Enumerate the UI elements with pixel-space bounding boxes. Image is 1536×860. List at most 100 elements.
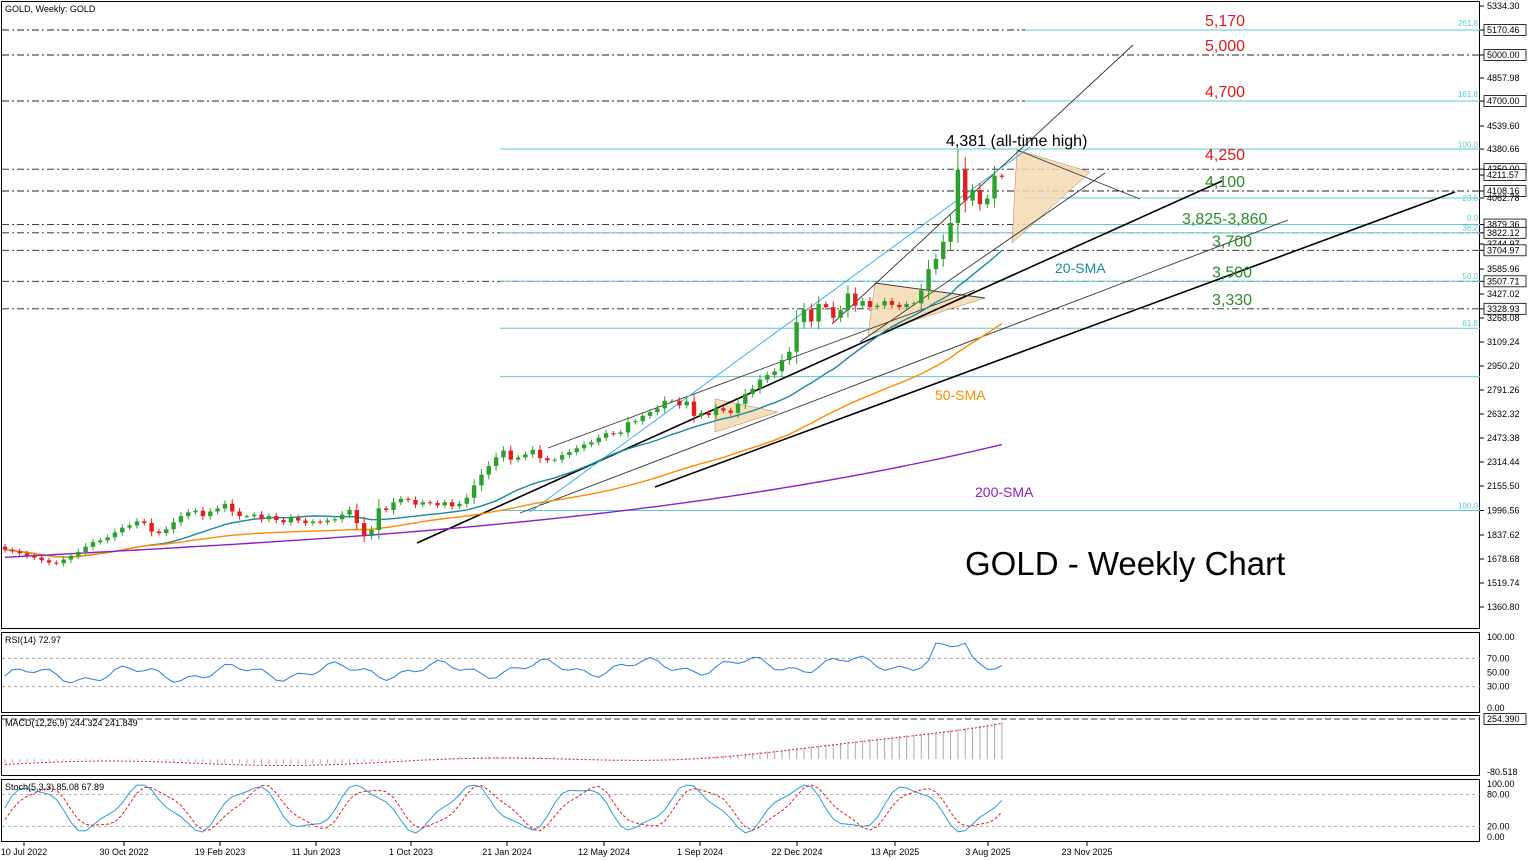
triangle-pattern	[1011, 149, 1091, 244]
fibo-label: 38.2	[1462, 224, 1478, 233]
y-tick-label: 4211.57	[1487, 170, 1519, 180]
candle-body	[303, 520, 308, 524]
candle-body	[838, 310, 843, 318]
candle-body	[985, 198, 990, 205]
x-tick-label: 22 Dec 2024	[771, 847, 822, 857]
candle-body	[765, 375, 770, 380]
x-tick-label: 30 Oct 2022	[99, 847, 148, 857]
candle-body	[2, 546, 8, 550]
candle-body	[244, 516, 250, 518]
y-tick-box	[1483, 226, 1527, 239]
candle-body	[32, 555, 37, 558]
price-pane	[1, 1, 1480, 629]
macd-tick-label: -80.518	[1487, 767, 1518, 777]
candle-body	[486, 465, 491, 475]
candle-body	[449, 502, 455, 507]
x-tick-label: 19 Feb 2023	[195, 847, 246, 857]
candle-body	[296, 517, 301, 521]
candle-body	[332, 519, 338, 521]
candle-body	[911, 303, 917, 305]
candle-body	[501, 450, 506, 458]
macd-tick-label: 254.390	[1487, 714, 1520, 724]
candle-body	[787, 351, 792, 360]
candle-body	[735, 403, 741, 413]
ath-annotation: 4,381 (all-time high)	[946, 133, 1087, 150]
stoch-tick-label: 100.00	[1487, 779, 1515, 789]
y-tick-label: 1996.56	[1487, 506, 1520, 516]
y-tick-label: 4380.66	[1487, 144, 1520, 154]
candle-body	[933, 258, 939, 270]
y-tick-label: 4062.78	[1487, 193, 1520, 203]
y-tick-label: 4108.16	[1487, 186, 1520, 196]
candle-body	[252, 514, 257, 517]
y-tick-box	[1483, 24, 1527, 36]
target-label: 3,500	[1212, 264, 1252, 281]
y-tick-label: 3328.93	[1487, 304, 1520, 314]
fibo-label: 50.0	[1462, 272, 1478, 281]
fibo-label: 61.8	[1462, 319, 1478, 328]
candle-body	[889, 301, 895, 305]
y-tick-label: 5334.30	[1487, 1, 1520, 11]
fibo-label: 23.6	[1462, 194, 1478, 203]
rsi-tick-label: 0.00	[1487, 703, 1505, 713]
x-tick-label: 13 Apr 2025	[871, 847, 920, 857]
y-tick-label: 3822.12	[1487, 228, 1520, 238]
y-tick-label: 2155.50	[1487, 481, 1520, 491]
candle-body	[728, 410, 733, 413]
candle-body	[669, 400, 675, 402]
y-tick-label: 1837.62	[1487, 530, 1520, 540]
sma50-label: 50-SMA	[935, 387, 986, 403]
y-tick-label: 2473.38	[1487, 433, 1520, 443]
candle-body	[963, 169, 968, 201]
candle-body	[164, 529, 169, 534]
candle-body	[142, 521, 147, 524]
fibo-label: 261.8	[1458, 19, 1479, 28]
candle-body	[112, 532, 118, 538]
candle-body	[699, 412, 704, 416]
candle-body	[178, 516, 184, 523]
stoch-k-line	[4, 784, 1003, 834]
candle-body	[603, 433, 609, 438]
candle-body	[611, 433, 616, 435]
candle-body	[339, 514, 345, 520]
candle-body	[127, 525, 132, 528]
candle-body	[919, 290, 924, 304]
candle-body	[867, 301, 873, 308]
macd-label: MACD(12,26,9) 244.324 241.849	[5, 718, 138, 728]
candle-body	[633, 421, 638, 423]
candle-body	[98, 540, 103, 543]
x-tick-label: 12 May 2024	[578, 847, 630, 857]
candle-body	[200, 510, 206, 517]
y-tick-label: 2950.20	[1487, 361, 1520, 371]
candle-body	[853, 293, 858, 306]
trend-line	[859, 172, 1106, 343]
candle-body	[413, 499, 418, 505]
target-label: 4,100	[1205, 174, 1245, 191]
candle-body	[391, 502, 396, 510]
candle-body	[17, 551, 22, 554]
x-tick-label: 1 Oct 2023	[389, 847, 433, 857]
candle-body	[68, 555, 74, 560]
candle-body	[398, 498, 404, 503]
y-tick-label: 3268.08	[1487, 313, 1520, 323]
candle-body	[288, 517, 294, 523]
candle-body	[801, 309, 807, 323]
candle-body	[713, 408, 719, 416]
candle-body	[875, 305, 880, 308]
sma50-line	[4, 322, 1003, 558]
candle-body	[772, 371, 777, 376]
y-tick-label: 3585.96	[1487, 264, 1520, 274]
x-tick-label: 21 Jan 2024	[482, 847, 532, 857]
candle-body	[647, 412, 653, 416]
x-tick-label: 3 Aug 2025	[965, 847, 1011, 857]
rsi-tick-label: 30.00	[1487, 682, 1510, 692]
rsi-label: RSI(14) 72.97	[5, 635, 61, 645]
candle-body	[809, 309, 814, 322]
candle-body	[904, 304, 909, 308]
candle-body	[574, 448, 579, 453]
candle-body	[640, 415, 645, 422]
x-tick-label: 10 Jul 2022	[1, 847, 48, 857]
candle-body	[530, 449, 535, 455]
sma200-label: 200-SMA	[975, 484, 1034, 500]
y-tick-box	[1483, 49, 1527, 61]
